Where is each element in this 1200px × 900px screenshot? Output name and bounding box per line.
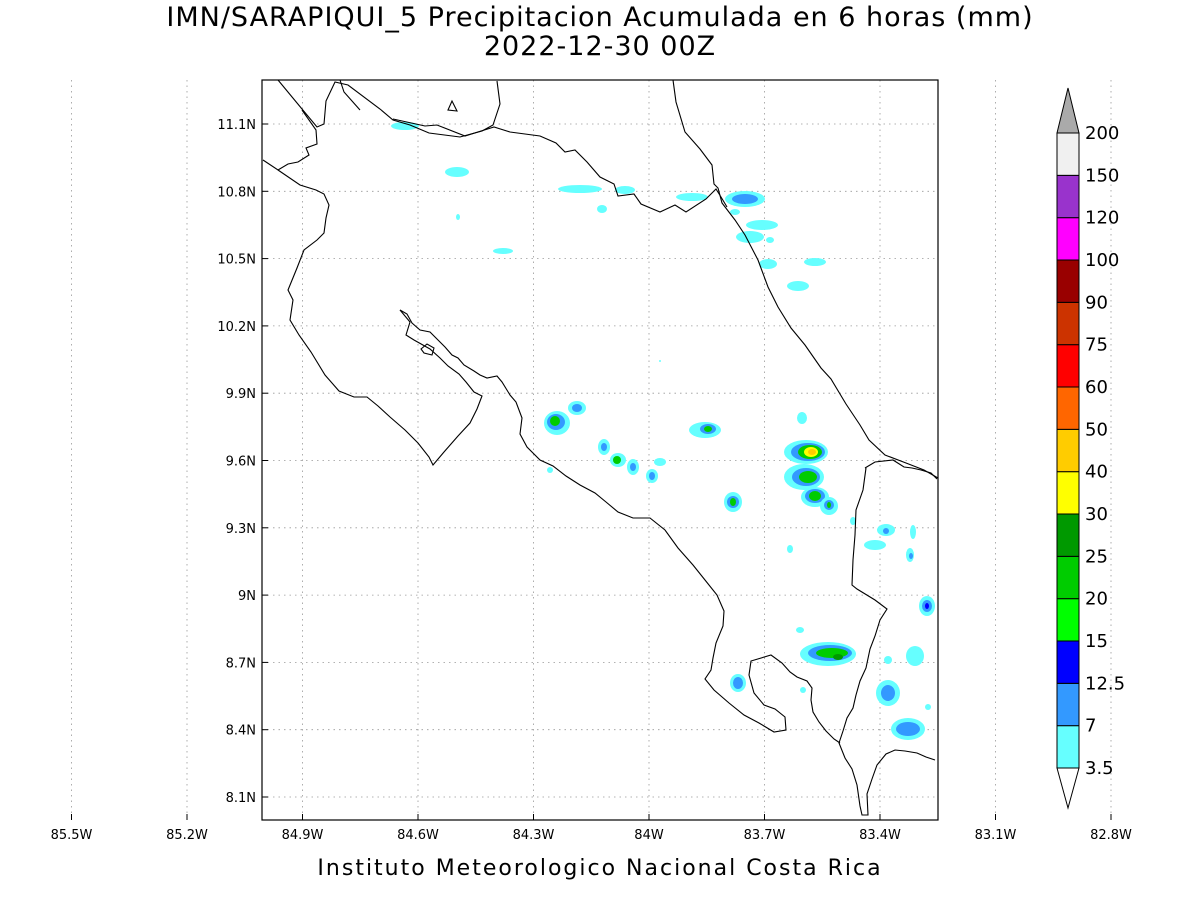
legend-label: 30 <box>1085 504 1108 525</box>
legend-swatch <box>1056 132 1080 176</box>
legend-label: 20 <box>1085 589 1108 610</box>
legend-label: 200 <box>1085 123 1119 144</box>
legend-label: 100 <box>1085 250 1119 271</box>
lon-tick-label: 83.1W <box>975 828 1017 843</box>
legend-upper-arrow <box>1056 87 1080 134</box>
legend-swatch <box>1056 682 1080 727</box>
legend-label: 150 <box>1085 165 1119 186</box>
lon-tick-label: 84.6W <box>397 828 439 843</box>
lat-tick-label: 10.5N <box>217 253 256 268</box>
legend-swatch <box>1056 725 1080 769</box>
legend-label: 60 <box>1085 377 1108 398</box>
legend-label: 25 <box>1085 546 1108 567</box>
legend-label: 40 <box>1085 462 1108 483</box>
lat-tick-label: 11.1N <box>217 118 256 133</box>
lat-tick-label: 8.4N <box>226 724 256 739</box>
map-frame <box>261 79 939 821</box>
legend-label: 50 <box>1085 419 1108 440</box>
legend-label: 12.5 <box>1085 673 1125 694</box>
color-legend: 3.5 7 12.5 15 20 25 30 40 50 60 75 90 100 120 150 200 <box>1056 87 1125 810</box>
lat-tick-label: 9.6N <box>226 455 256 470</box>
legend-swatch <box>1056 471 1080 515</box>
precipitation-areas <box>391 122 935 740</box>
lat-tick-label: 8.7N <box>226 656 256 671</box>
lon-tick-label: 85.5W <box>51 828 93 843</box>
legend-label: 75 <box>1085 335 1108 356</box>
legend-swatch <box>1056 344 1080 388</box>
legend-swatch <box>1056 301 1080 346</box>
lon-tick-label: 82.8W <box>1090 828 1132 843</box>
legend-swatch <box>1056 513 1080 557</box>
legend-label: 3.5 <box>1085 758 1114 779</box>
lon-tick-label: 85.2W <box>166 828 208 843</box>
coastline <box>262 79 939 816</box>
legend-label: 90 <box>1085 292 1108 313</box>
lat-tick-label: 8.1N <box>226 791 256 806</box>
legend-swatch <box>1056 640 1080 684</box>
lat-tick-label: 9N <box>238 589 256 604</box>
lat-tick-label: 9.3N <box>226 522 256 537</box>
lon-tick-label: 83.4W <box>859 828 901 843</box>
legend-swatch <box>1056 217 1080 261</box>
lon-tick-label: 84.3W <box>513 828 555 843</box>
lat-tick-label: 9.9N <box>226 387 256 402</box>
map-grid: 85.8W85.5W85.2W84.9W84.6W84.3W84W83.7W83… <box>51 80 1132 843</box>
lon-tick-label: 84.9W <box>282 828 324 843</box>
map-title: IMN/SARAPIQUI_5 Precipitacion Acumulada … <box>166 2 1034 33</box>
legend-swatch <box>1056 555 1080 600</box>
legend-swatch <box>1056 386 1080 430</box>
lon-tick-label: 83.7W <box>744 828 786 843</box>
lon-tick-label: 84W <box>634 828 664 843</box>
lat-tick-label: 10.2N <box>217 320 256 335</box>
legend-lower-arrow <box>1056 767 1080 810</box>
lat-tick-label: 10.8N <box>217 185 256 200</box>
legend-label: 120 <box>1085 208 1119 229</box>
legend-label: 15 <box>1085 631 1108 652</box>
legend-swatch <box>1056 598 1080 642</box>
institution-footer: Instituto Meteorologico Nacional Costa R… <box>317 856 883 881</box>
legend-swatch <box>1056 428 1080 473</box>
legend-swatch <box>1056 174 1080 219</box>
map-date: 2022-12-30 00Z <box>483 31 717 62</box>
legend-label: 7 <box>1085 716 1096 737</box>
legend-swatch <box>1056 259 1080 303</box>
